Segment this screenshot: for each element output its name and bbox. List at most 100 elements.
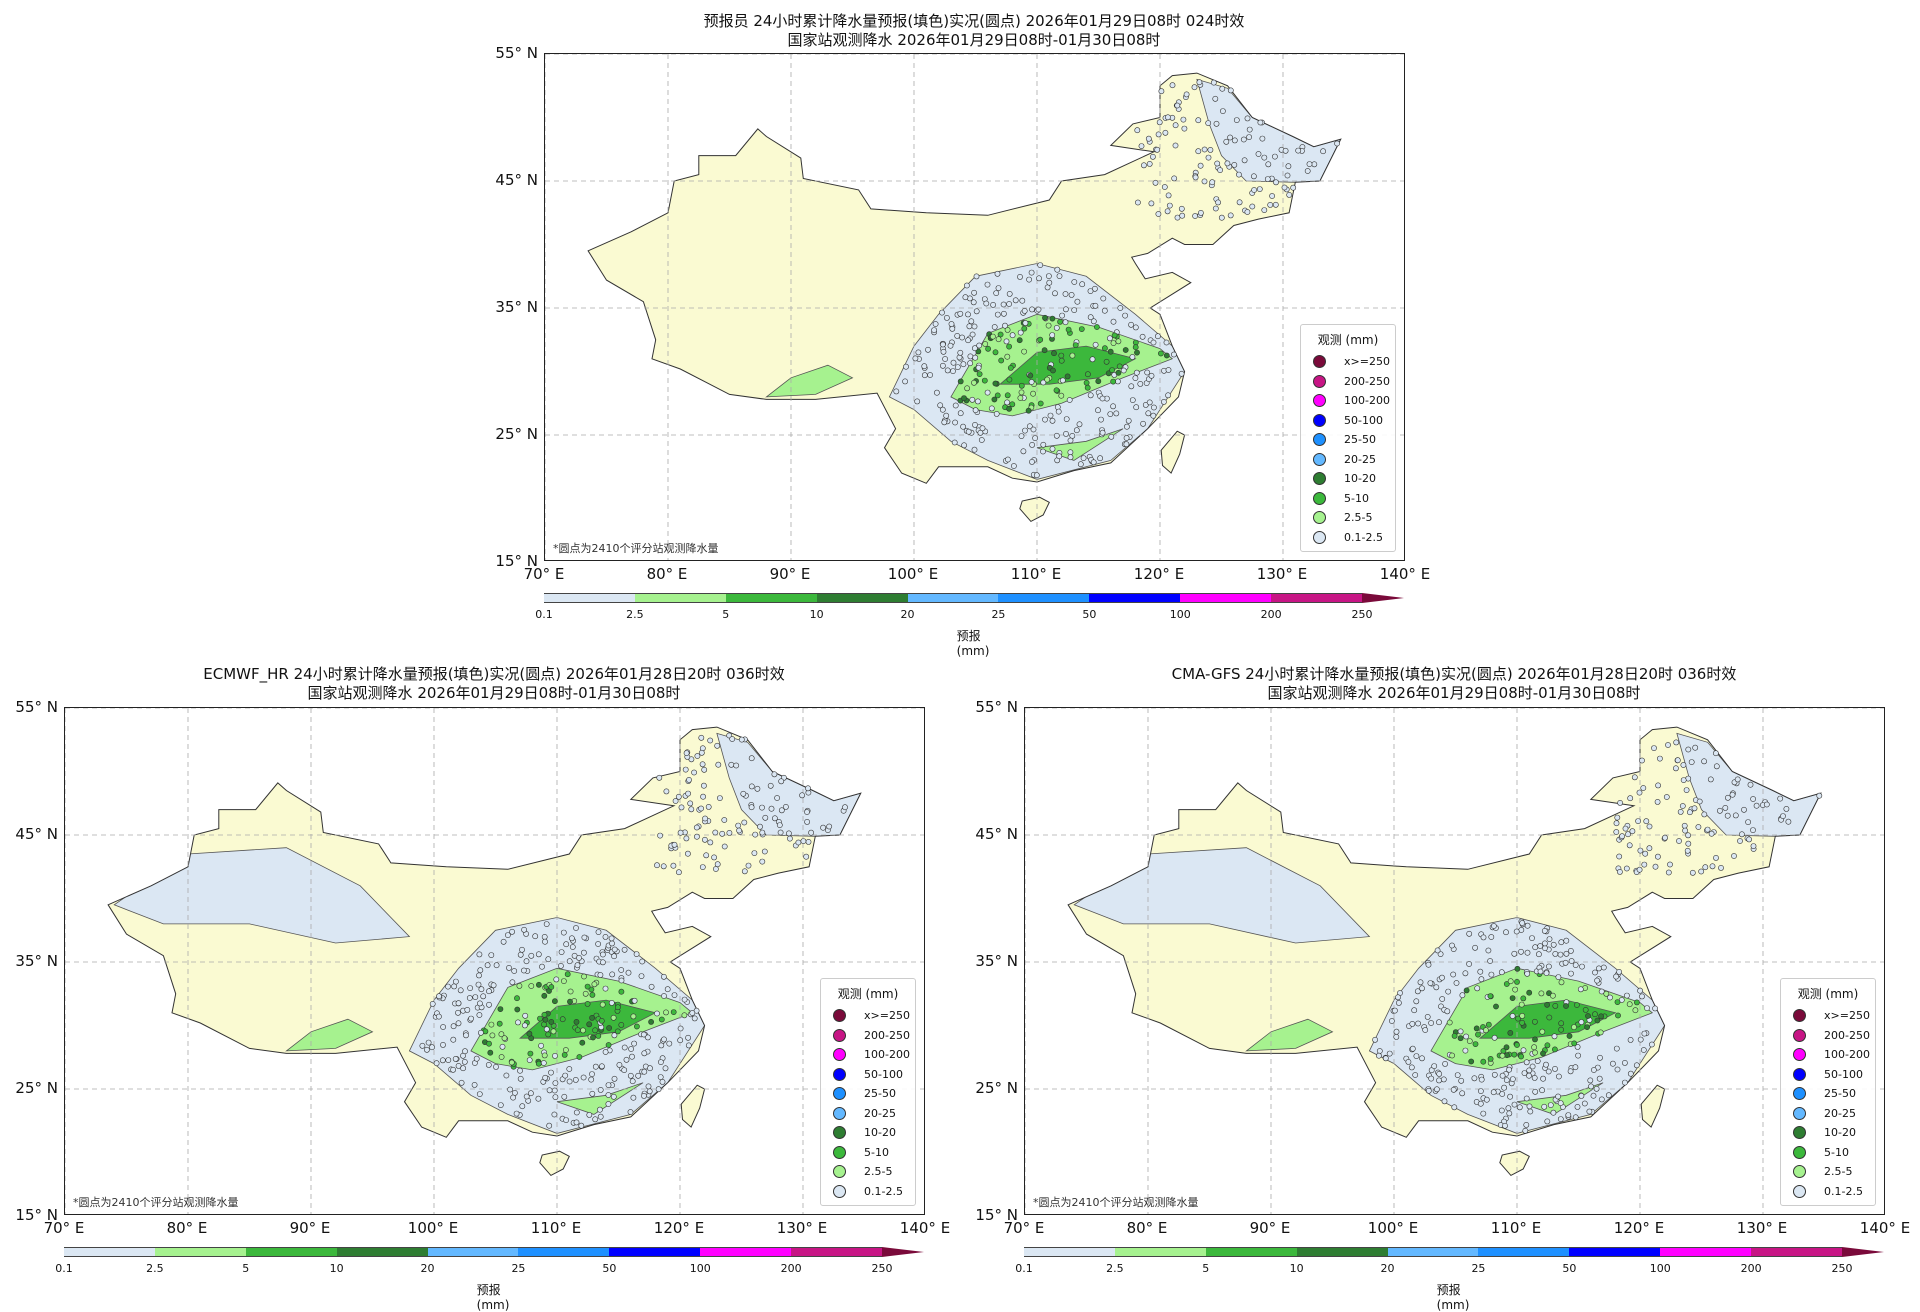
station-dot: [1574, 1002, 1580, 1008]
map-axes[interactable]: *圆点为2410个评分站观测降水量 观测 (mm) x>=250 200-250 100…: [544, 53, 1405, 561]
station-dot: [1051, 350, 1057, 357]
station-dot: [486, 1001, 492, 1008]
station-dot: [1543, 1061, 1549, 1068]
station-dot: [1477, 968, 1484, 975]
station-dot: [921, 363, 928, 370]
station-dot: [551, 1087, 558, 1094]
station-dot: [914, 398, 921, 405]
station-dot: [1506, 1066, 1512, 1073]
station-dot: [1063, 416, 1070, 422]
station-dot: [1485, 1021, 1492, 1028]
station-dot: [699, 761, 706, 768]
station-dot: [1640, 785, 1647, 791]
station-dot: [994, 392, 1001, 399]
station-dot: [1511, 1051, 1518, 1058]
station-dot: [1707, 776, 1714, 783]
station-dot: [1722, 805, 1729, 811]
station-dot: [1597, 1029, 1604, 1036]
station-dot: [943, 314, 950, 321]
station-dot: [721, 843, 728, 850]
station-dot: [1424, 1013, 1431, 1020]
station-dot: [1251, 173, 1257, 180]
station-dot: [1156, 119, 1163, 126]
station-dot: [1053, 432, 1060, 439]
colorbar-segment: [1296, 1247, 1388, 1257]
colorbar-tick-label: 5: [1202, 1262, 1210, 1275]
station-dot: [973, 308, 980, 315]
lat-tick-label: 35° N: [15, 952, 58, 970]
colorbar-tick-label: 0.1: [1015, 1262, 1033, 1275]
china-border: [107, 726, 862, 1138]
station-dot: [645, 1083, 652, 1090]
colorbar-extend-arrow-icon: [1841, 1247, 1884, 1257]
station-dot: [480, 993, 487, 1000]
lon-tick-label: 90° E: [1249, 1219, 1291, 1237]
station-dot: [467, 985, 473, 991]
station-dot: [1780, 813, 1786, 819]
station-dot: [1440, 1076, 1447, 1083]
colorbar-tick-label: 20: [900, 608, 915, 621]
station-dot: [973, 273, 980, 280]
station-dot: [1022, 320, 1029, 326]
lon-tick-label: 140° E: [1859, 1219, 1911, 1237]
station-dot: [1558, 1026, 1564, 1033]
station-dot: [954, 332, 961, 339]
station-dot: [486, 1040, 492, 1047]
station-dot: [1056, 453, 1063, 460]
station-dot: [1133, 404, 1140, 411]
legend-label: 5-10: [1824, 1145, 1849, 1159]
station-dot: [1428, 1020, 1434, 1026]
station-dot: [1195, 148, 1202, 155]
station-dot: [542, 938, 548, 945]
station-dot: [484, 962, 491, 969]
station-dot: [1640, 1047, 1647, 1053]
station-dot: [1320, 148, 1326, 155]
station-dot: [1552, 1046, 1558, 1053]
station-dot: [1507, 1093, 1513, 1100]
station-dot: [551, 998, 558, 1005]
station-dot: [1205, 120, 1212, 126]
station-dot: [497, 1006, 504, 1012]
station-dot: [639, 958, 646, 965]
station-dot: [1264, 176, 1271, 182]
station-dot: [1616, 968, 1622, 975]
station-dot: [1236, 171, 1242, 178]
station-dot: [1458, 1077, 1465, 1084]
lon-tick-label: 110° E: [530, 1219, 582, 1237]
station-dot: [1004, 399, 1010, 406]
station-dot: [576, 954, 582, 961]
colorbar-segment: [1089, 593, 1181, 603]
station-dot: [1049, 417, 1056, 424]
station-dot: [714, 861, 721, 868]
colorbar-tick-label: 250: [1831, 1262, 1853, 1275]
station-dot: [589, 1014, 595, 1021]
legend-item: 25-50: [821, 1084, 915, 1104]
station-dot: [1546, 1014, 1553, 1021]
station-dot: [1499, 1072, 1506, 1079]
station-dot: [1574, 1103, 1581, 1110]
station-dot: [941, 419, 948, 426]
station-dot: [1040, 379, 1047, 386]
station-dot: [1413, 1053, 1420, 1059]
station-dot: [1037, 400, 1044, 407]
station-dot: [1018, 389, 1025, 396]
station-dot: [1148, 200, 1155, 207]
station-dot: [1090, 318, 1097, 325]
station-dot: [452, 1055, 459, 1062]
colorbar-tick-label: 250: [871, 1262, 893, 1275]
map-axes[interactable]: *圆点为2410个评分站观测降水量 观测 (mm) x>=250 200-250 100…: [1024, 707, 1885, 1215]
station-dot: [1036, 275, 1042, 282]
station-dot: [1218, 214, 1225, 221]
station-dot: [1463, 987, 1470, 994]
station-dot: [1641, 861, 1648, 868]
station-dot: [590, 1034, 596, 1041]
colorbar-segment: [1271, 593, 1362, 603]
station-dot: [1588, 1083, 1594, 1090]
station-dot: [1000, 310, 1007, 317]
station-dot: [1622, 1059, 1628, 1066]
station-dot: [1150, 412, 1157, 419]
map-axes[interactable]: *圆点为2410个评分站观测降水量 观测 (mm) x>=250 200-250 100…: [64, 707, 925, 1215]
station-dot: [1502, 1122, 1508, 1129]
station-dot: [1680, 777, 1687, 783]
station-dot: [1442, 1060, 1448, 1067]
